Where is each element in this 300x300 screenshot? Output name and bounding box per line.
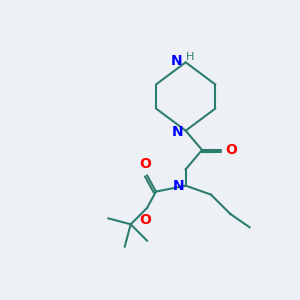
Text: O: O (225, 143, 237, 157)
Text: H: H (186, 52, 194, 62)
Text: O: O (140, 157, 152, 170)
Text: O: O (140, 213, 152, 227)
Text: N: N (171, 54, 183, 68)
Text: N: N (172, 179, 184, 193)
Text: N: N (172, 125, 183, 139)
